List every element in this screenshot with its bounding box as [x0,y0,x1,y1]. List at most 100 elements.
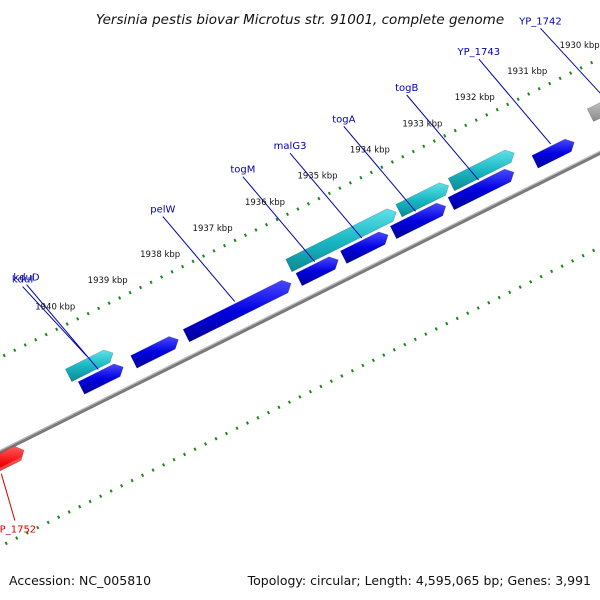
backbone-line [0,150,600,455]
outer-tick [107,301,111,305]
inner-tick [382,353,386,357]
gene-pelw-bevel [183,276,283,330]
gene-toga[interactable] [389,202,447,240]
inner-tick [361,363,365,368]
outer-tick [212,249,216,253]
inner-tick [466,311,470,316]
kbp-labels: 1930 kbp 1931 kbp 1932 kbp 1933 kbp 1934 kbp… [35,41,599,312]
outer-tick [23,343,27,347]
inner-tick [266,410,271,415]
outer-tick [296,207,300,211]
inner-tick [36,525,40,530]
outer-tick [285,212,290,217]
accession-label: Accession: NC_005810 [9,573,152,588]
gene-pelw[interactable] [182,279,292,343]
gene-kdud[interactable] [77,363,124,395]
gene-feature[interactable] [447,149,515,192]
gene-kdui-label[interactable]: kduI [12,275,33,286]
outer-tick [485,113,489,117]
inner-tick [298,395,302,399]
gene-malg3-label[interactable]: malG3 [274,141,307,152]
inner-tick [434,327,438,331]
outer-tick [453,128,457,133]
inner-tick [109,489,113,493]
outer-tick [76,317,80,321]
gene-yp-1743[interactable] [531,138,575,169]
inner-tick [277,405,281,410]
gene-yp-1743-leader [478,58,552,145]
outer-tick [348,181,352,185]
outer-tick [569,71,573,75]
inner-tick [78,504,82,509]
gene-features [0,94,600,485]
inner-tick [99,494,103,499]
outer-tick [327,191,331,196]
outer-tick [369,170,373,175]
gene-yp-1742-label[interactable]: YP_1742 [518,16,562,27]
gene-yp-1752-label[interactable]: YP_1752 [0,525,36,536]
gene-kdud-label[interactable]: kduD [13,273,39,284]
outer-tick [118,296,122,300]
kbp-label: 1931 kbp [507,67,547,77]
gene-kdud-bevel [78,360,115,382]
gene-yp-1742-leader [540,27,600,94]
outer-tick [516,97,520,102]
gene-togb-leader [406,94,479,181]
outer-tick [160,275,164,279]
gene-toga-label[interactable]: togA [332,114,355,125]
inner-tick [508,290,512,295]
inner-tick [476,306,480,310]
inner-tick [445,321,449,326]
gene-togb[interactable] [447,168,515,211]
outer-tick [243,233,248,237]
outer-tick [65,322,69,326]
inner-tick [560,264,564,268]
kbp-label: 1940 kbp [35,302,75,312]
outer-tick [380,165,384,169]
inner-tick [151,468,155,472]
outer-tick [579,66,583,70]
outer-tick [222,243,227,248]
gene-togm[interactable] [295,256,339,287]
gene-yp-1752-leader [0,473,16,521]
gene-malg3-leader [289,152,363,239]
gene-feature-bevel [285,205,388,260]
outer-tick [590,60,594,65]
outer-tick [128,290,132,295]
inner-tick [392,348,396,352]
outer-tick [527,92,531,96]
inner-tick [319,384,323,389]
gene-toga-leader [343,126,416,212]
inner-tick [329,379,333,383]
inner-tick [57,515,61,519]
gene-feature[interactable] [130,336,179,369]
inner-tick [592,248,596,253]
outer-tick [275,217,279,222]
gene-togb-bevel [448,165,506,198]
outer-tick [170,270,174,274]
outer-tick [443,134,447,138]
gene-togm-label[interactable]: togM [230,165,255,176]
gene-yp-1752-bevel [0,456,22,471]
inner-tick [224,431,229,436]
gene-feature[interactable] [395,182,450,218]
gene-pelw-label[interactable]: pelW [150,205,175,216]
inner-tick [214,436,218,441]
gene-kdui-leader [22,286,88,357]
gene-malg3[interactable] [339,231,389,264]
outer-tick [180,264,185,269]
gene-yp-1742[interactable] [586,94,600,122]
inner-tick [67,510,71,514]
inner-tick [141,473,145,478]
kbp-label: 1939 kbp [88,276,128,286]
gene-feature-bevel [448,146,506,179]
outer-tick [390,160,394,164]
gene-yp-1743-label[interactable]: YP_1743 [457,47,501,58]
gene-yp-1752[interactable] [0,445,25,485]
inner-tick [581,253,585,258]
outer-tick [264,222,269,227]
gene-feature[interactable] [285,208,397,273]
gene-kdui[interactable] [64,349,114,383]
gene-togb-label[interactable]: togB [395,83,418,94]
gene-yp-1742-bevel [587,99,600,109]
